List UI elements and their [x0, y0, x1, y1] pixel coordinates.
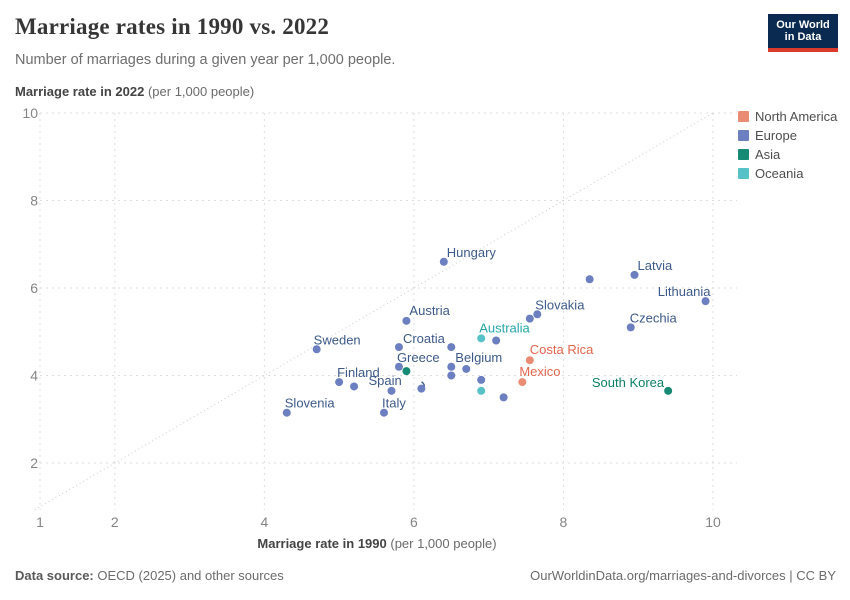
- data-point-slovakia[interactable]: [533, 310, 542, 319]
- y-tick-label: 4: [30, 368, 38, 384]
- point-label: South Korea: [592, 375, 665, 390]
- data-point[interactable]: [417, 384, 426, 393]
- legend-swatch-europe: [738, 130, 749, 141]
- data-point-south-korea[interactable]: [664, 386, 673, 395]
- data-point-austria[interactable]: [402, 316, 411, 325]
- y-tick-label: 8: [30, 193, 38, 209]
- data-point[interactable]: [499, 393, 508, 402]
- x-tick-label: 2: [111, 514, 119, 530]
- data-point[interactable]: [477, 386, 486, 395]
- y-axis-title-main: Marriage rate in 2022: [15, 84, 145, 99]
- x-axis-title: Marriage rate in 1990 (per 1,000 people): [257, 536, 496, 551]
- diagonal-reference-line: [34, 112, 714, 511]
- point-label: Hungary: [447, 245, 497, 260]
- point-label: Costa Rica: [530, 342, 594, 357]
- point-label: Latvia: [638, 258, 673, 273]
- point-label: Slovenia: [285, 396, 336, 411]
- owid-logo[interactable]: Our World in Data: [768, 14, 838, 52]
- data-point[interactable]: [447, 371, 456, 380]
- data-point[interactable]: [525, 314, 534, 323]
- owid-logo-line2: in Data: [784, 31, 822, 43]
- y-tick-label: 10: [22, 105, 38, 121]
- point-label: Finland: [337, 365, 380, 380]
- data-point[interactable]: [447, 343, 456, 352]
- point-label: Italy: [382, 396, 406, 411]
- data-point-sweden[interactable]: [312, 345, 321, 354]
- legend-item-north-america[interactable]: North America: [738, 107, 837, 126]
- legend-swatch-oceania: [738, 168, 749, 179]
- data-point-slovenia[interactable]: [282, 408, 291, 417]
- data-point-costa-rica[interactable]: [525, 356, 534, 365]
- y-axis-title-unit: (per 1,000 people): [144, 84, 255, 99]
- legend: North America Europe Asia Oceania: [738, 107, 837, 183]
- point-label: Sweden: [314, 332, 361, 347]
- data-source-text: OECD (2025) and other sources: [93, 568, 284, 583]
- legend-label-oceania: Oceania: [755, 166, 804, 181]
- data-source-label: Data source:: [15, 568, 94, 583]
- x-tick-label: 4: [260, 514, 268, 530]
- data-point-hungary[interactable]: [439, 257, 448, 266]
- data-point-croatia[interactable]: [394, 343, 403, 352]
- data-source-note: Data source: OECD (2025) and other sourc…: [15, 568, 284, 583]
- data-point-belgium[interactable]: [447, 362, 456, 371]
- point-label: Spain: [368, 373, 401, 388]
- point-label: Mexico: [519, 364, 560, 379]
- legend-swatch-asia: [738, 149, 749, 160]
- footer-citation-link[interactable]: OurWorldinData.org/marriages-and-divorce…: [530, 568, 836, 583]
- x-tick-label: 1: [36, 514, 44, 530]
- data-point[interactable]: [350, 382, 359, 391]
- data-point-mexico[interactable]: [518, 378, 527, 387]
- point-label: Greece: [397, 350, 440, 365]
- point-label: Croatia: [403, 331, 446, 346]
- data-point-greece[interactable]: [394, 362, 403, 371]
- data-point[interactable]: [477, 375, 486, 384]
- y-tick-label: 6: [30, 280, 38, 296]
- legend-swatch-north-america: [738, 111, 749, 122]
- y-tick-label: 2: [30, 455, 38, 471]
- point-label: Czechia: [630, 310, 678, 325]
- data-point[interactable]: [402, 367, 411, 376]
- legend-label-asia: Asia: [755, 147, 781, 162]
- y-axis-title: Marriage rate in 2022 (per 1,000 people): [15, 84, 254, 99]
- x-tick-label: 10: [705, 514, 721, 530]
- data-point-lithuania[interactable]: [701, 297, 710, 306]
- data-point[interactable]: [462, 364, 471, 373]
- chart-subtitle: Number of marriages during a given year …: [15, 52, 396, 68]
- data-point[interactable]: [585, 275, 594, 284]
- point-label: Belgium: [455, 350, 502, 365]
- x-tick-label: 8: [560, 514, 568, 530]
- data-point-latvia[interactable]: [630, 270, 639, 279]
- data-point-italy[interactable]: [379, 408, 388, 417]
- x-tick-label: 6: [410, 514, 418, 530]
- legend-label-europe: Europe: [755, 128, 797, 143]
- legend-item-asia[interactable]: Asia: [738, 145, 837, 164]
- data-point-spain[interactable]: [387, 386, 396, 395]
- legend-item-europe[interactable]: Europe: [738, 126, 837, 145]
- owid-logo-line1: Our World: [776, 19, 830, 31]
- data-point-finland[interactable]: [335, 378, 344, 387]
- point-label: Australia: [479, 320, 530, 335]
- page-title: Marriage rates in 1990 vs. 2022: [15, 14, 330, 39]
- data-point-australia[interactable]: [477, 334, 486, 343]
- point-label: Slovakia: [535, 297, 585, 312]
- data-point[interactable]: [492, 336, 501, 345]
- data-point-czechia[interactable]: [626, 323, 635, 332]
- point-label: Austria: [409, 303, 450, 318]
- point-label: Lithuania: [658, 284, 712, 299]
- legend-item-oceania[interactable]: Oceania: [738, 164, 837, 183]
- legend-label-north-america: North America: [755, 109, 838, 124]
